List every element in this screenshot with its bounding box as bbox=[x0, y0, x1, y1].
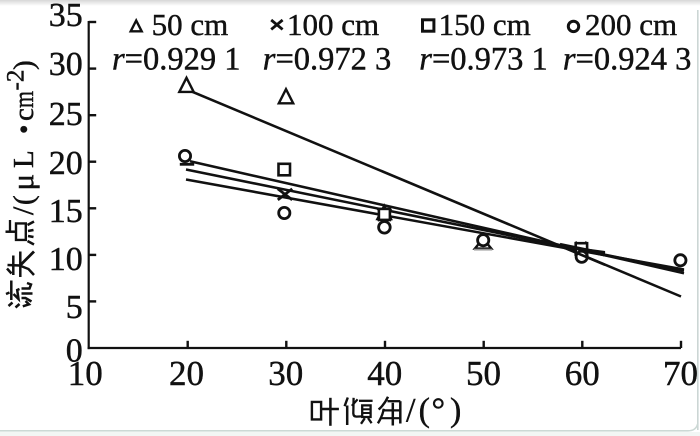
svg-text:/: / bbox=[406, 392, 416, 429]
svg-text:r=0.929 1: r=0.929 1 bbox=[112, 42, 241, 78]
svg-text:(: ( bbox=[419, 392, 430, 429]
svg-text:20: 20 bbox=[49, 145, 83, 182]
svg-text:-2: -2 bbox=[3, 70, 30, 91]
svg-text:50 cm: 50 cm bbox=[152, 7, 229, 42]
svg-text:/: / bbox=[7, 206, 40, 215]
svg-text:L: L bbox=[8, 150, 40, 168]
svg-text:50: 50 bbox=[466, 354, 501, 393]
svg-text:r=0.972 3: r=0.972 3 bbox=[263, 42, 392, 78]
svg-text:m: m bbox=[8, 91, 40, 108]
svg-text:): ) bbox=[8, 60, 40, 70]
svg-text:100 cm: 100 cm bbox=[287, 7, 379, 42]
svg-text:μ: μ bbox=[5, 174, 40, 191]
svg-text:°: ° bbox=[432, 392, 446, 429]
svg-text:c: c bbox=[8, 108, 40, 121]
svg-text:30: 30 bbox=[268, 354, 303, 393]
svg-text:•: • bbox=[9, 125, 39, 134]
svg-text:40: 40 bbox=[367, 354, 402, 393]
svg-text:10: 10 bbox=[68, 354, 103, 393]
svg-text:0: 0 bbox=[66, 333, 83, 370]
svg-text:(: ( bbox=[8, 195, 40, 205]
svg-text:r=0.973 1: r=0.973 1 bbox=[419, 42, 548, 78]
svg-text:70: 70 bbox=[663, 354, 698, 393]
svg-text:10: 10 bbox=[49, 241, 83, 278]
svg-text:30: 30 bbox=[49, 46, 83, 83]
svg-text:25: 25 bbox=[49, 96, 83, 133]
svg-text:35: 35 bbox=[49, 0, 83, 34]
svg-text:60: 60 bbox=[565, 354, 600, 393]
svg-text:150 cm: 150 cm bbox=[439, 7, 531, 42]
svg-text:): ) bbox=[450, 392, 461, 429]
svg-text:200 cm: 200 cm bbox=[585, 7, 677, 42]
svg-text:15: 15 bbox=[49, 193, 83, 230]
svg-text:20: 20 bbox=[169, 354, 204, 393]
svg-text:5: 5 bbox=[66, 289, 83, 326]
svg-text:r=0.924 3: r=0.924 3 bbox=[563, 42, 692, 78]
